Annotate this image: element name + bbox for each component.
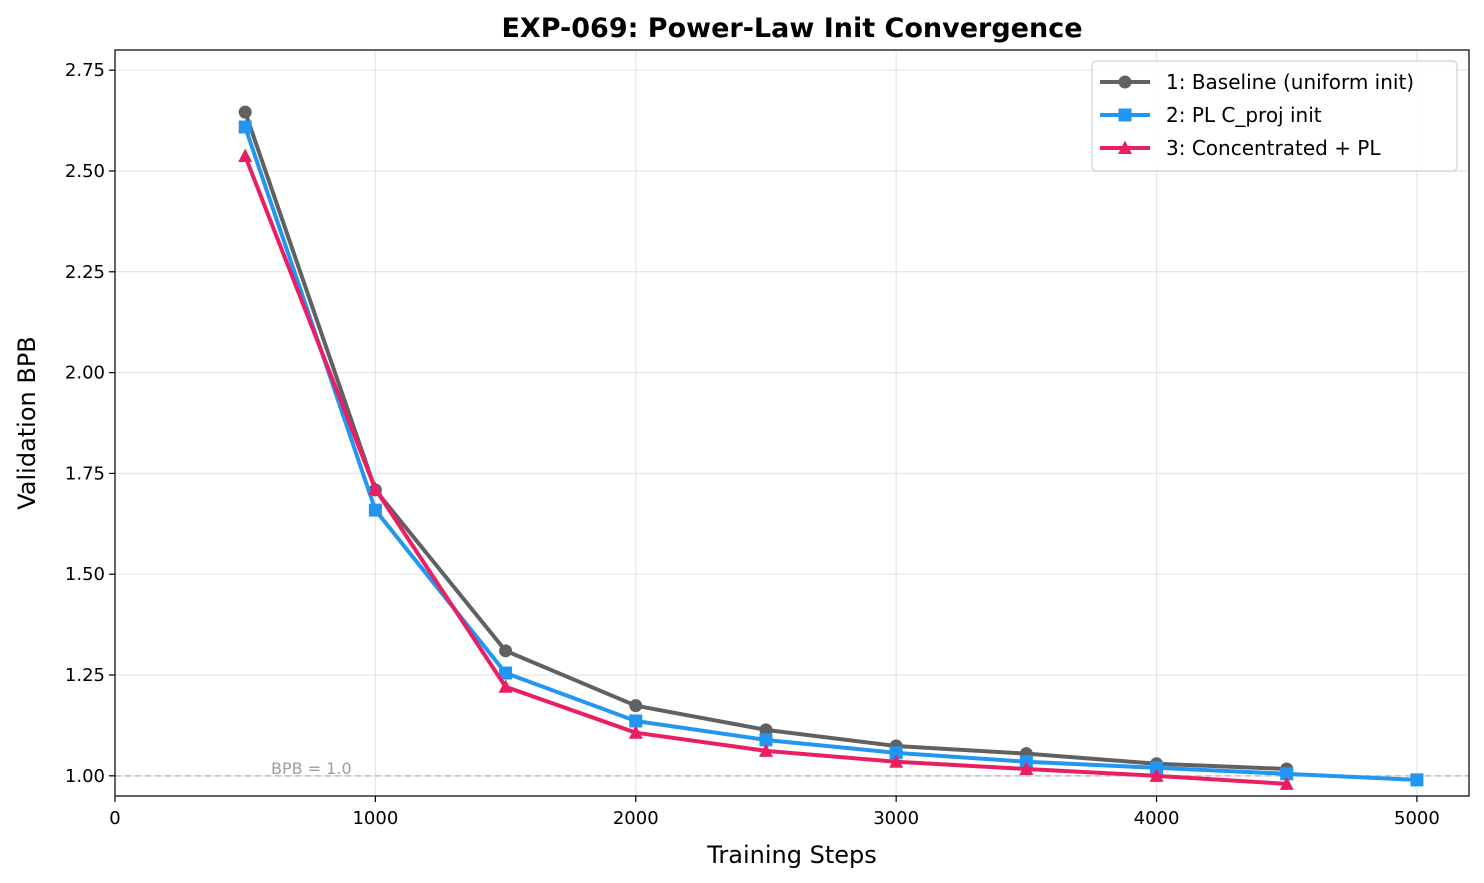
series-group [238, 105, 1424, 790]
data-point [889, 754, 904, 768]
y-tick-label: 2.75 [65, 60, 105, 81]
data-point [238, 148, 253, 163]
y-axis-label: Validation BPB [13, 336, 41, 510]
series-3 [238, 148, 1294, 790]
data-point [889, 746, 903, 760]
data-point [499, 644, 513, 658]
x-axis: 0 1000 2000 3000 4000 5000 [109, 796, 1440, 829]
data-point [629, 699, 643, 713]
data-point [1410, 773, 1424, 787]
x-tick-label: 4000 [1134, 808, 1180, 829]
data-point [368, 481, 383, 496]
y-tick-label: 1.50 [65, 564, 105, 585]
data-point [629, 714, 643, 728]
data-point [628, 725, 643, 739]
legend-marker [1118, 140, 1132, 154]
data-point [759, 733, 773, 747]
y-tick-label: 1.00 [65, 766, 105, 787]
data-point [498, 679, 513, 693]
x-tick-label: 0 [109, 808, 120, 829]
x-tick-label: 1000 [352, 808, 398, 829]
legend-label: 2: PL C_proj init [1166, 103, 1322, 127]
data-point [759, 723, 773, 737]
data-point [368, 503, 382, 517]
y-tick-label: 2.50 [65, 161, 105, 182]
chart-title: EXP-069: Power-Law Init Convergence [501, 13, 1082, 44]
legend-marker [1118, 75, 1132, 89]
series-line [243, 111, 1287, 771]
x-tick-label: 2000 [613, 808, 659, 829]
series-line [243, 155, 1287, 786]
legend: 1: Baseline (uniform init) 2: PL C_proj i… [1091, 60, 1458, 172]
x-axis-label: Training Steps [706, 841, 876, 869]
y-tick-label: 1.25 [65, 665, 105, 686]
x-tick-label: 5000 [1394, 808, 1440, 829]
y-axis: 1.00 1.25 1.50 1.75 2.00 2.25 2.50 2.75 [65, 60, 115, 787]
data-point [1149, 768, 1164, 782]
x-tick-label: 3000 [873, 808, 919, 829]
series-line [243, 126, 1418, 782]
legend-label: 3: Concentrated + PL [1166, 136, 1381, 160]
data-point [1150, 761, 1164, 775]
y-tick-label: 1.75 [65, 463, 105, 484]
data-point [238, 105, 252, 119]
series-2 [238, 120, 1424, 787]
data-point [1279, 776, 1294, 790]
reference-line-label: BPB = 1.0 [271, 759, 352, 778]
legend-box [1091, 60, 1458, 172]
data-point [238, 120, 252, 134]
reference-line: BPB = 1.0 [115, 759, 1469, 778]
plot-frame [114, 49, 1470, 797]
y-tick-label: 2.25 [65, 262, 105, 283]
data-point [758, 743, 773, 757]
data-point [1019, 761, 1034, 775]
data-point [499, 666, 513, 680]
legend-marker [1118, 108, 1132, 122]
y-tick-label: 2.00 [65, 363, 105, 384]
legend-label: 1: Baseline (uniform init) [1166, 70, 1414, 94]
data-point [1280, 767, 1294, 781]
